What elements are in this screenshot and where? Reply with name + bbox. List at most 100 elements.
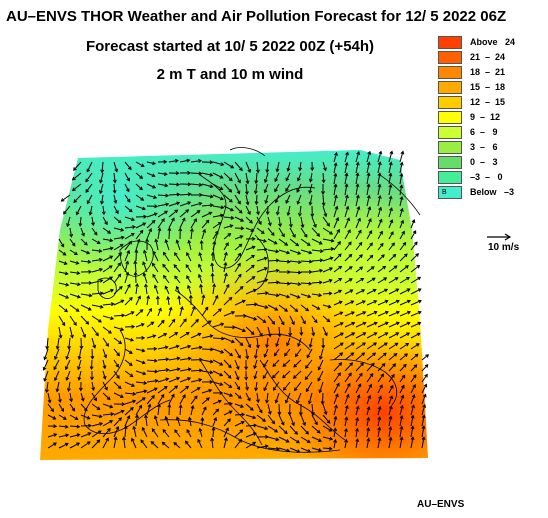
wind-arrow [78,370,82,381]
wind-arrow [300,216,304,228]
wind-arrow-head [273,240,278,245]
wind-arrow [135,222,146,229]
wind-arrow [223,337,235,343]
wind-arrow-head [209,370,214,375]
wind-arrow-head [174,275,178,280]
wind-arrow [113,205,119,214]
wind-arrow [333,152,338,163]
wind-arrow-head [164,345,169,350]
wind-arrow [142,427,148,438]
wind-arrow [179,318,187,328]
wind-arrow [355,383,362,394]
wind-arrow-head [182,394,186,399]
wind-arrow [73,194,82,203]
wind-arrow [245,161,251,173]
wind-arrow-head [210,262,215,267]
wind-arrow [58,403,64,412]
wind-arrow-head [263,238,268,243]
wind-arrow [289,249,301,255]
wind-arrow [267,281,280,284]
wind-arrow [212,194,224,200]
legend-entry: B Below –3 [438,186,548,199]
wind-arrow-head [407,310,411,315]
wind-arrow [297,194,302,204]
wind-arrow [333,352,343,361]
wind-arrow-head [220,162,225,167]
wind-arrow [91,359,93,370]
wind-arrow-head [141,335,146,340]
wind-arrow [113,426,119,438]
wind-arrow-head [209,160,214,165]
wind-arrow [245,441,256,449]
wind-arrow-head [177,295,182,300]
wind-arrow-head [273,352,278,357]
wind-arrow [377,437,381,449]
wind-arrow [245,276,255,284]
wind-arrow [190,346,202,350]
wind-arrow-head [267,222,272,227]
legend-label: 15 – 18 [470,82,506,92]
wind-arrow-head [238,209,243,214]
wind-arrow-head [220,322,225,327]
wind-arrow-head [208,211,213,216]
wind-arrow-head [210,272,215,277]
wind-arrow [146,321,154,328]
wind-arrow [91,279,103,284]
wind-arrow [58,282,69,286]
wind-arrow-head [333,194,338,199]
wind-arrow-head [308,344,313,349]
wind-arrow-head [355,417,360,421]
wind-arrow [300,326,302,336]
wind-arrow-head [361,352,366,356]
wind-arrow [287,161,291,172]
wind-arrow-head [415,343,420,347]
wind-arrow [245,337,251,348]
wind-arrow [124,337,134,341]
wind-arrow-head [162,251,167,256]
wind-arrow [410,415,414,427]
legend-label: 18 – 21 [470,67,506,77]
wind-arrow-head [272,374,276,379]
wind-arrow-head [414,241,418,246]
wind-arrow [113,370,120,379]
wind-arrow [366,277,376,284]
wind-arrow-head [379,230,383,235]
wind-arrow [113,417,122,427]
wind-arrow-head [193,218,197,222]
wind-arrow-head [165,202,170,207]
wind-arrow [80,238,88,246]
wind-arrow-head [263,387,268,392]
wind-arrow [289,227,296,238]
wind-arrow [245,348,249,359]
wind-arrow [256,392,259,403]
wind-arrow [102,359,106,369]
wind-arrow-head [60,198,65,202]
wind-arrow-head [141,206,146,211]
wind-arrow-head [278,223,283,228]
wind-arrow [201,320,212,328]
wind-arrow [201,397,210,405]
wind-arrow [311,403,314,415]
wind-arrow [344,254,352,262]
wind-arrow [168,394,175,405]
wind-arrow-head [64,308,68,313]
wind-arrow-head [237,252,242,257]
wind-arrow [278,282,290,285]
wind-arrow-head [252,415,257,420]
wind-arrow-head [118,285,123,290]
wind-arrow-head [371,277,376,282]
wind-arrow [135,194,144,201]
wind-arrow [212,348,224,354]
wind-arrow-head [47,399,52,404]
wind-arrow-head [228,410,233,415]
wind-arrow [377,173,381,185]
wind-arrow [285,183,291,192]
wind-arrow-head [117,219,122,224]
wind-arrow-head [237,200,241,205]
wind-arrow-head [98,414,103,419]
wind-arrow [223,183,232,193]
wind-arrow-head [224,437,228,442]
wind-arrow-head [153,195,158,199]
wind-arrow [333,241,341,251]
wind-arrow-head [181,217,186,222]
